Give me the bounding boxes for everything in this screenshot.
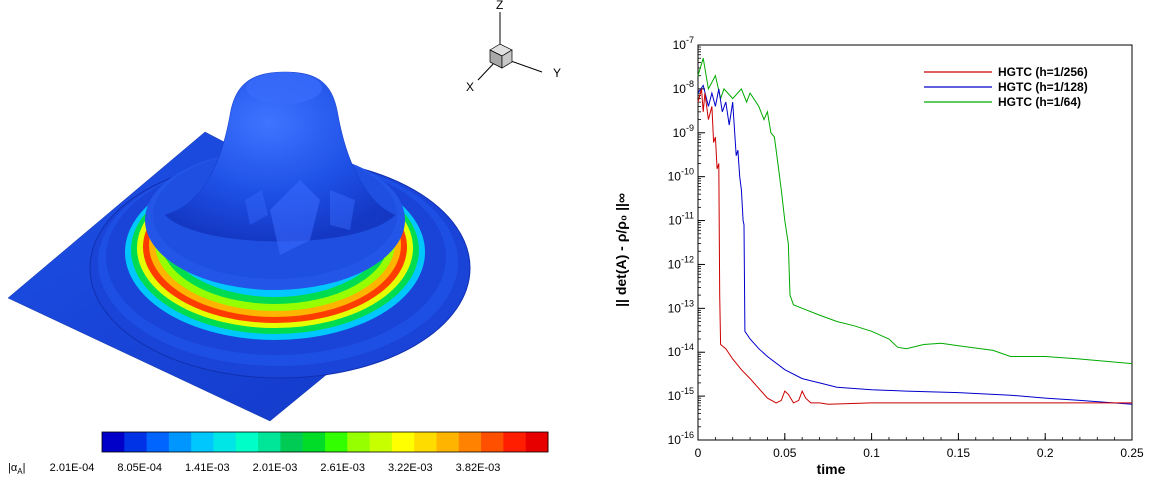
colorbar-swatch bbox=[213, 432, 237, 452]
colorbar-tick-label: 8.05E-04 bbox=[117, 462, 162, 474]
series-line-1 bbox=[697, 88, 1132, 405]
x-tick-label: 0.2 bbox=[1037, 446, 1054, 460]
y-tick-label: 10-7 bbox=[673, 35, 694, 52]
colorbar-swatch bbox=[436, 432, 460, 452]
colorbar-swatch bbox=[280, 432, 304, 452]
colorbar-swatch bbox=[325, 432, 348, 452]
colorbar-tick-labels: 2.01E-04 8.05E-04 1.41E-03 2.01E-03 2.61E-03… bbox=[50, 462, 501, 474]
axis-triad: Z Y X bbox=[466, 0, 561, 94]
y-tick-label: 10-12 bbox=[668, 254, 694, 271]
y-axis-title: || det(A) - ρ/ρ₀ ||∞ bbox=[613, 193, 629, 307]
line-chart: 10-7 10-8 10-9 10-10 10-11 10-12 10-13 10-14 10-… bbox=[613, 35, 1144, 477]
svg-text:|αA|: |αA| bbox=[8, 462, 25, 476]
colorbar-tick-label: 3.82E-03 bbox=[456, 462, 501, 474]
legend: HGTC (h=1/256)HGTC (h=1/128)HGTC (h=1/64… bbox=[924, 65, 1088, 109]
surface-central-bump bbox=[164, 71, 396, 242]
colorbar-title: |αA| bbox=[8, 462, 25, 476]
colorbar-swatch bbox=[369, 432, 393, 452]
y-tick-label: 10-13 bbox=[668, 298, 694, 315]
legend-label: HGTC (h=1/64) bbox=[998, 95, 1081, 109]
y-tick-label: 10-16 bbox=[668, 430, 694, 447]
triad-z-label: Z bbox=[496, 0, 503, 12]
colorbar-title-end: | bbox=[23, 462, 26, 474]
x-tick-label: 0 bbox=[695, 446, 702, 460]
legend-label: HGTC (h=1/256) bbox=[998, 65, 1088, 79]
legend-label: HGTC (h=1/128) bbox=[998, 80, 1088, 94]
colorbar-tick-label: 2.61E-03 bbox=[320, 462, 365, 474]
colorbar-title-sub: A bbox=[17, 467, 23, 476]
series-group bbox=[697, 58, 1133, 405]
colorbar-tick-label: 1.41E-03 bbox=[185, 462, 230, 474]
x-tick-label: 0.05 bbox=[773, 446, 797, 460]
plot-border bbox=[697, 44, 1133, 441]
colorbar-swatch bbox=[347, 432, 371, 452]
colorbar bbox=[101, 431, 549, 453]
triad-x-label: X bbox=[466, 80, 474, 94]
x-tick-label: 0.25 bbox=[1120, 446, 1144, 460]
colorbar-swatch bbox=[525, 432, 549, 452]
y-tick-label: 10-8 bbox=[673, 79, 694, 96]
triad-y-label: Y bbox=[553, 66, 561, 80]
colorbar-swatch bbox=[481, 432, 504, 452]
colorbar-tick-label: 2.01E-03 bbox=[253, 462, 298, 474]
colorbar-border bbox=[101, 431, 549, 453]
surface-plot-panel: Z Y X |αA| 2.01E-04 8.05E-04 1.41E-03 2.01E… bbox=[0, 0, 580, 487]
colorbar-swatch bbox=[302, 432, 326, 452]
y-tick-label: 10-11 bbox=[668, 211, 694, 228]
colorbar-swatch bbox=[102, 432, 125, 452]
x-axis-title: time bbox=[817, 461, 846, 477]
surface-plot: Z Y X |αA| 2.01E-04 8.05E-04 1.41E-03 2.01E… bbox=[7, 0, 561, 476]
y-tick-label: 10-15 bbox=[668, 386, 694, 403]
series-line-2 bbox=[697, 84, 1133, 405]
colorbar-swatch bbox=[168, 432, 192, 452]
line-chart-panel: 10-7 10-8 10-9 10-10 10-11 10-12 10-13 10-14 10-… bbox=[580, 0, 1155, 487]
colorbar-swatch bbox=[414, 432, 437, 452]
colorbar-swatch bbox=[258, 432, 281, 452]
x-tick-label: 0.1 bbox=[863, 446, 880, 460]
colorbar-swatch bbox=[124, 432, 148, 452]
x-tick-label: 0.15 bbox=[947, 446, 971, 460]
plot-frame bbox=[697, 44, 1133, 441]
series-line-3 bbox=[697, 58, 1133, 365]
colorbar-swatch bbox=[391, 432, 415, 452]
colorbar-swatch bbox=[458, 432, 482, 452]
colorbar-tick-label: 2.01E-04 bbox=[50, 462, 95, 474]
colorbar-swatch bbox=[146, 432, 170, 452]
colorbar-swatch bbox=[235, 432, 259, 452]
colorbar-swatch bbox=[191, 432, 214, 452]
colorbar-tick-label: 3.22E-03 bbox=[388, 462, 433, 474]
colorbar-swatch bbox=[503, 432, 527, 452]
colorbar-title-main: |α bbox=[8, 462, 18, 474]
y-tick-label: 10-10 bbox=[668, 167, 694, 184]
y-axis-ticks: 10-7 10-8 10-9 10-10 10-11 10-12 10-13 10-14 10-… bbox=[668, 35, 705, 447]
y-tick-label: 10-14 bbox=[668, 342, 694, 359]
y-tick-label: 10-9 bbox=[673, 123, 694, 140]
x-axis-ticks: 0 0.05 0.1 0.15 0.2 0.25 bbox=[695, 433, 1144, 460]
